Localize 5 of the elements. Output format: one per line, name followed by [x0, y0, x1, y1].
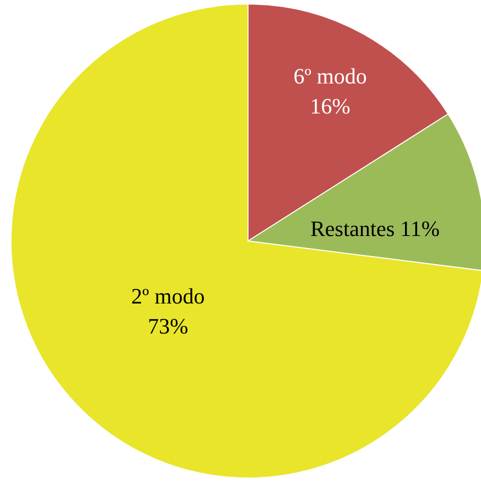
data-label: 16%: [310, 93, 350, 118]
slice-label: 2º modo: [131, 284, 205, 309]
slice-label: 6º modo: [293, 63, 367, 88]
slice-label: Restantes 11%: [310, 216, 440, 242]
data-label: 73%: [148, 314, 188, 339]
